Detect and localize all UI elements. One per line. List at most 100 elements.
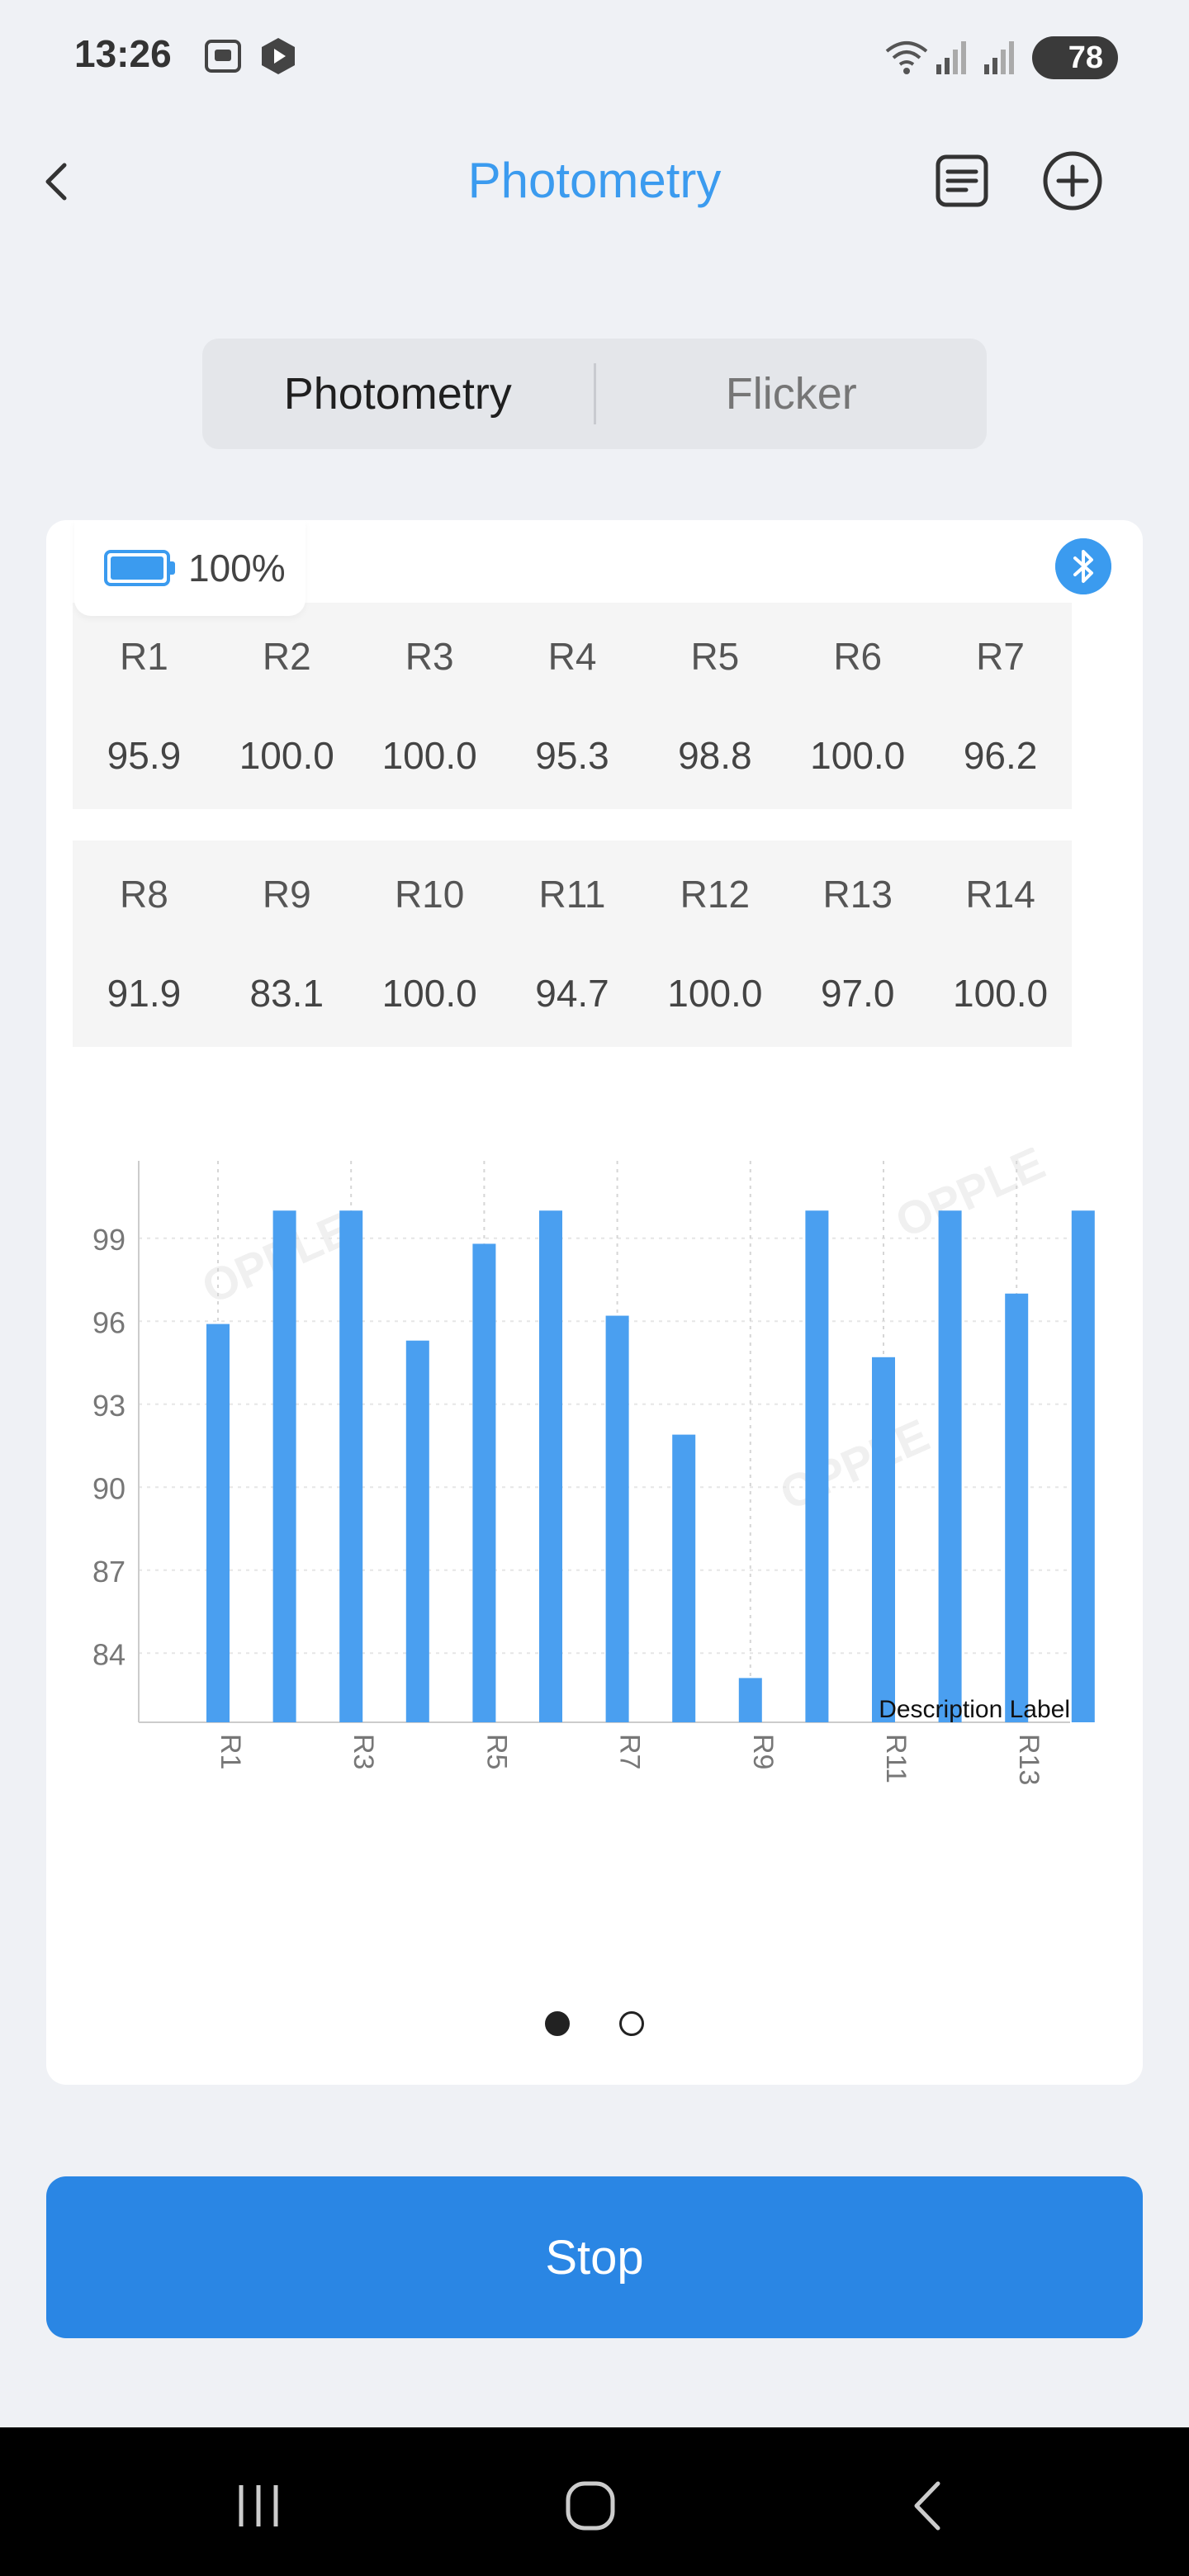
r-value: 100.0 [810, 734, 906, 777]
bar-R5 [472, 1243, 496, 1722]
r-name: R14 [965, 873, 1035, 916]
stop-button[interactable]: Stop [46, 2176, 1143, 2338]
r-value: 100.0 [953, 972, 1049, 1015]
r-cell: R10 100.0 [358, 841, 501, 1047]
bar-R7 [605, 1315, 629, 1722]
r-cell: R11 94.7 [501, 841, 644, 1047]
r-cell: R14 100.0 [929, 841, 1072, 1047]
r-cell: R12 100.0 [643, 841, 786, 1047]
r-name: R9 [262, 873, 311, 916]
measurement-card: 100% R1 95.9 R2 100.0 R3 100.0 R4 95.3 R5 98.… [46, 520, 1143, 2085]
chart-description-label: Description Label [879, 1696, 1070, 1723]
watermark-text: OPPLE [888, 1148, 1052, 1248]
x-tick-label: R11 [880, 1734, 912, 1783]
r-value: 100.0 [239, 734, 334, 777]
bar-R10 [805, 1210, 829, 1722]
r-cell: R7 96.2 [929, 603, 1072, 809]
tab-divider [593, 363, 596, 424]
r-value: 96.2 [963, 734, 1038, 777]
x-tick-label: R1 [215, 1734, 246, 1769]
bar-R11 [872, 1357, 895, 1722]
r-cell: R2 100.0 [216, 603, 358, 809]
r-value: 95.9 [107, 734, 182, 777]
back-nav-icon[interactable] [900, 2477, 958, 2535]
plus-circle-icon[interactable] [1042, 150, 1103, 211]
bar-R12 [938, 1210, 962, 1722]
r-name: R13 [822, 873, 893, 916]
r-name: R11 [538, 873, 606, 916]
document-icon[interactable] [933, 152, 991, 210]
r-name: R4 [547, 635, 597, 678]
y-tick-label: 84 [92, 1637, 126, 1671]
bar-R13 [1005, 1293, 1029, 1722]
page-dot[interactable] [619, 2011, 644, 2036]
r-cell: R13 97.0 [786, 841, 929, 1047]
watermark-text: OPPLE [904, 1805, 1068, 1808]
screenshot-icon [205, 40, 241, 73]
cri-bar-chart: OPPLEOPPLEOPPLEOPPLEOPPLE999693908784R1R… [46, 1148, 1143, 1808]
y-tick-label: 90 [92, 1471, 126, 1505]
status-battery: 78 [1032, 36, 1118, 79]
signal-icon-2 [984, 41, 1014, 74]
r-value: 94.7 [535, 972, 609, 1015]
page-title: Photometry [467, 153, 722, 208]
r-cell: R8 91.9 [73, 841, 216, 1047]
watermark-text: OPPLE [772, 1409, 936, 1520]
y-tick-label: 99 [92, 1223, 126, 1257]
r-cell: R5 98.8 [643, 603, 786, 809]
watermark-text: OPPLE [54, 1805, 218, 1808]
r-cell: R4 95.3 [501, 603, 644, 809]
chevron-left-icon[interactable] [33, 157, 83, 206]
tab-photometry[interactable]: Photometry [283, 369, 512, 419]
bluetooth-icon[interactable] [1055, 538, 1111, 594]
r-name: R3 [405, 635, 454, 678]
device-battery: 100% [74, 520, 306, 616]
recent-apps-icon[interactable] [230, 2477, 287, 2535]
r-value: 91.9 [107, 972, 182, 1015]
r-name: R7 [976, 635, 1025, 678]
bar-R6 [539, 1210, 562, 1722]
r-value: 100.0 [381, 734, 477, 777]
r-value: 83.1 [249, 972, 324, 1015]
bar-R2 [272, 1210, 296, 1722]
r-cell: R9 83.1 [216, 841, 358, 1047]
status-time: 13:26 [74, 32, 172, 75]
bar-R1 [206, 1324, 230, 1722]
r-name: R10 [394, 873, 465, 916]
app-header: Photometry [0, 132, 1189, 231]
r-value: 95.3 [535, 734, 609, 777]
r-name: R12 [680, 873, 751, 916]
x-tick-label: R5 [481, 1734, 512, 1769]
system-nav-bar [0, 2427, 1189, 2576]
signal-icon [936, 41, 966, 74]
bar-R14 [1071, 1210, 1095, 1722]
r-cell: R6 100.0 [786, 603, 929, 809]
app-status-icon [262, 38, 295, 74]
page-indicator [46, 2011, 1143, 2044]
r-cell: R1 95.9 [73, 603, 216, 809]
r-name: R2 [262, 635, 311, 678]
y-tick-label: 96 [92, 1305, 126, 1339]
r-value: 97.0 [820, 972, 895, 1015]
tab-flicker[interactable]: Flicker [725, 369, 857, 419]
r-values-table-1: R1 95.9 R2 100.0 R3 100.0 R4 95.3 R5 98.8 R6 1… [73, 603, 1072, 809]
r-value: 100.0 [381, 972, 477, 1015]
r-name: R5 [690, 635, 740, 678]
bar-R3 [339, 1210, 363, 1722]
mode-tabs: Photometry Flicker [202, 339, 987, 449]
device-battery-level: 100% [188, 547, 286, 590]
x-tick-label: R7 [614, 1734, 646, 1769]
bar-R9 [738, 1678, 762, 1722]
y-tick-label: 87 [92, 1555, 126, 1589]
x-tick-label: R9 [747, 1734, 779, 1769]
x-tick-label: R3 [348, 1734, 379, 1769]
x-tick-label: R13 [1013, 1734, 1045, 1785]
status-bar: 13:26 78 [0, 0, 1189, 116]
home-icon[interactable] [561, 2477, 619, 2535]
r-cell: R3 100.0 [358, 603, 501, 809]
r-values-table-2: R8 91.9 R9 83.1 R10 100.0 R11 94.7 R12 100.0 … [73, 841, 1072, 1047]
r-value: 100.0 [667, 972, 763, 1015]
page-dot-active[interactable] [545, 2011, 570, 2036]
r-value: 98.8 [678, 734, 752, 777]
r-name: R8 [120, 873, 168, 916]
